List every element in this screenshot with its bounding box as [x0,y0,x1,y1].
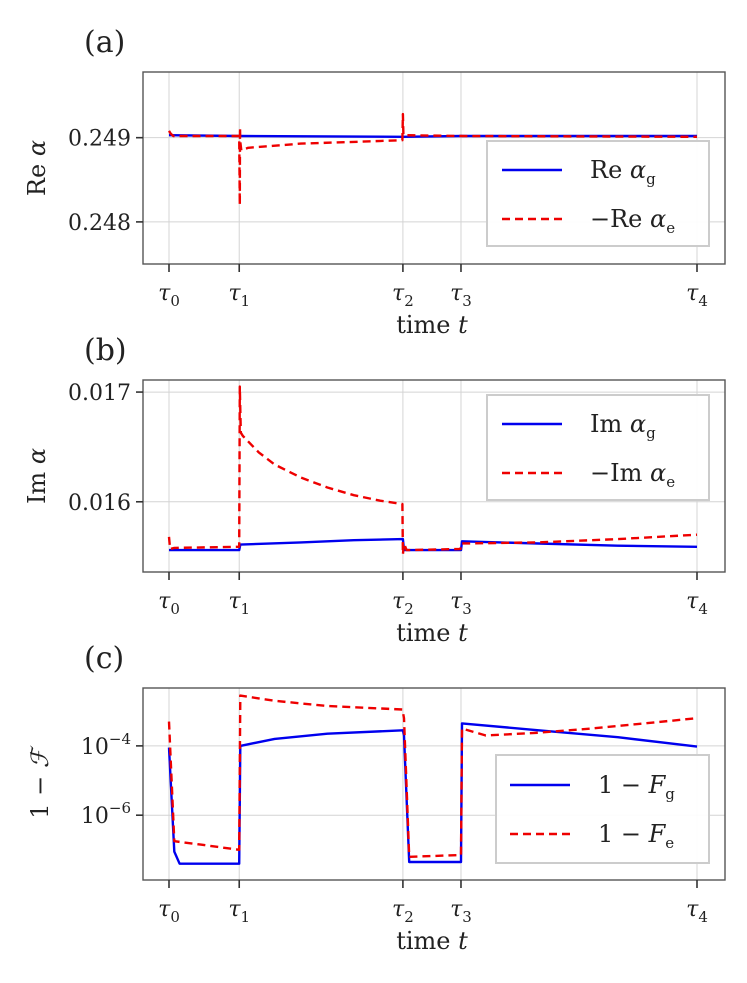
series-line-excited [167,694,698,858]
series-line-excited [167,112,698,207]
y-tick-label: 10−6 [81,799,131,829]
y-ticks-b: 0.016 0.017 [68,381,143,516]
legend-c: 1 − Fg 1 − Fe [495,754,710,864]
y-tick-label: 0.249 [68,127,131,152]
plot-lines-b [167,385,698,556]
x-tick-label: τ2 [392,281,414,310]
y-tick-label: 0.016 [68,491,131,516]
y-axis-label-c: 1 − ℱ [26,745,54,819]
legend-a: Re αg −Re αe [486,140,710,247]
legend-label-f-e: 1 − Fe [598,820,674,852]
y-tick-label: 0.248 [68,211,131,236]
x-ticks-b: τ0 τ1 τ2 τ3 τ4 [158,572,708,618]
legend-label-im-g: Im αg [590,410,656,442]
x-tick-label: τ1 [228,281,250,310]
legend-label-f-g: 1 − Fg [598,771,675,803]
panel-label-b: (b) [84,333,127,368]
x-ticks-c: τ0 τ1 τ2 τ3 τ4 [158,880,708,926]
legend-label-re-g: Re αg [590,156,656,188]
plot-lines-a [167,112,698,207]
x-axis-label-c: time t [396,927,468,955]
x-tick-label: τ3 [450,589,472,618]
y-ticks-a: 0.248 0.249 [68,127,143,236]
panel-label-a: (a) [84,25,125,60]
x-tick-label: τ4 [686,281,708,310]
y-tick-label: 10−4 [81,730,131,760]
series-line-ground [167,722,698,865]
x-tick-label: τ4 [686,589,708,618]
y-axis-label-a: Re α [23,140,51,196]
panel-b: (b) 0.016 0.017 τ0 τ1 τ2 τ3 τ4 Im α time t Im… [23,333,726,647]
x-tick-label: τ1 [228,589,250,618]
y-axis-label-b: Im α [23,448,51,504]
x-tick-label: τ3 [450,281,472,310]
x-tick-label: τ0 [158,897,180,926]
x-tick-label: τ4 [686,897,708,926]
legend-label-im-e: −Im αe [590,459,675,491]
series-line-excited [167,385,698,556]
x-tick-label: τ1 [228,897,250,926]
legend-label-re-e: −Re αe [590,205,675,237]
plot-lines-c [167,694,698,865]
panel-a: (a) 0.248 0.249 τ0 τ1 τ2 τ3 τ4 Re α time t Re… [23,25,726,339]
x-tick-label: τ0 [158,589,180,618]
y-tick-label: 0.017 [68,381,131,406]
x-tick-label: τ3 [450,897,472,926]
axes-frame-c [142,687,726,881]
panel-c: (c) 10−6 10−4 τ0 τ1 τ2 τ3 τ4 1 − ℱ time t 1 −… [26,641,726,955]
x-tick-label: τ2 [392,897,414,926]
x-axis-label-a: time t [396,311,468,339]
x-tick-label: τ2 [392,589,414,618]
axes-frame-b [142,379,726,573]
x-axis-label-b: time t [396,619,468,647]
panel-label-c: (c) [84,641,124,676]
x-tick-label: τ0 [158,281,180,310]
legend-b: Im αg −Im αe [486,394,710,501]
axes-frame-a [142,71,726,265]
y-ticks-c: 10−6 10−4 [81,730,143,829]
x-ticks-a: τ0 τ1 τ2 τ3 τ4 [158,264,708,310]
